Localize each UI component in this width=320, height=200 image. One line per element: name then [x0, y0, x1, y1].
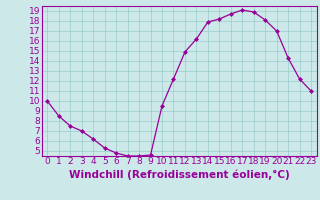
X-axis label: Windchill (Refroidissement éolien,°C): Windchill (Refroidissement éolien,°C)	[69, 169, 290, 180]
